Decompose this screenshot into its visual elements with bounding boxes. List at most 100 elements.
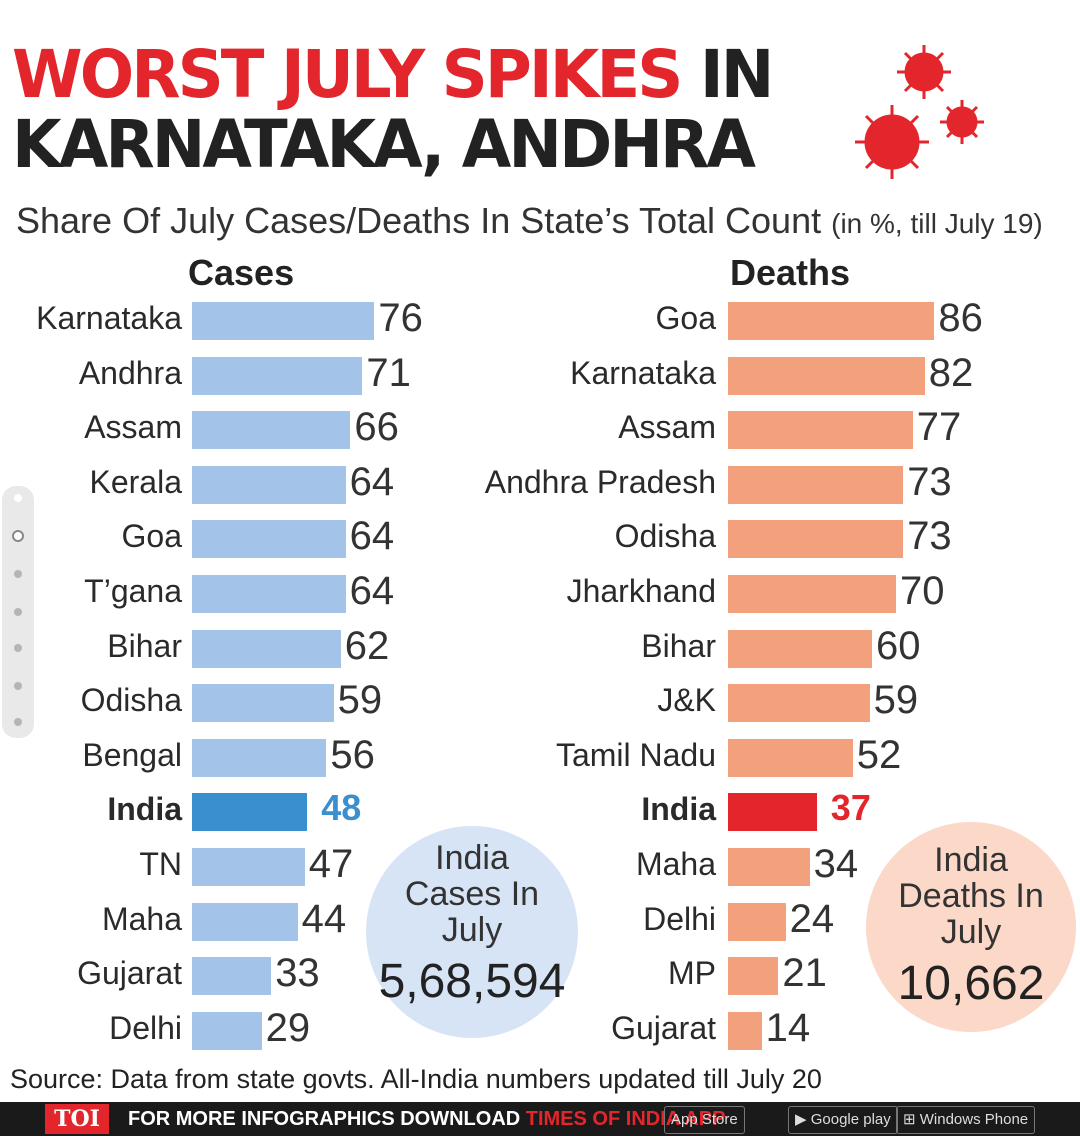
deaths-column-header: Deaths [730,252,851,293]
footer-bar [0,1102,1080,1136]
windows-phone-badge[interactable]: ⊞ Windows Phone [896,1106,1036,1134]
cases-value-label: 29 [265,1005,311,1050]
cases-category-label: Kerala [89,463,183,500]
cases-bar [192,302,375,340]
deaths-bar [728,738,853,777]
cases-category-label: Odisha [80,682,182,719]
cases-bar [192,902,298,941]
deaths-value-label: 70 [900,569,945,613]
cases-category-label: Andhra [78,354,182,391]
title-black-part: IN [680,36,775,113]
source-note: Source: Data from state govts. All-India… [10,1064,822,1094]
subtitle-main: Share Of July Cases/Deaths In State’s To… [16,200,822,241]
page-dot[interactable] [14,718,22,726]
deaths-bubble-line3: July [940,913,1002,951]
page-dot[interactable] [14,570,22,578]
google-play-label: Google play [810,1111,891,1128]
cases-bar [192,848,305,886]
deaths-bar [728,575,896,613]
cases-bar [192,738,327,777]
cases-bar [192,520,346,559]
cases-total-bubble: India Cases In July 5,68,594 [366,826,578,1038]
deaths-value-label: 59 [873,678,919,723]
deaths-value-label: 34 [813,842,859,886]
deaths-value-label: 73 [907,459,952,504]
deaths-bar [728,957,779,996]
cases-value-label: 56 [330,732,375,777]
page-dot[interactable] [14,644,22,652]
deaths-category-label: Assam [618,409,716,446]
deaths-value-label: 24 [789,896,835,941]
app-store-badge[interactable]: App Store [664,1106,745,1134]
google-play-badge[interactable]: ▶ Google play [788,1106,898,1134]
deaths-bubble-number: 10,662 [897,957,1045,1010]
cases-bubble-line1: India [435,839,509,877]
cases-bar [192,1011,262,1050]
deaths-category-label: J&K [657,682,716,719]
deaths-category-label: Delhi [643,900,716,937]
cases-bubble-line2: Cases In [404,875,540,913]
cases-category-label: Bengal [82,736,182,773]
cases-bar [192,793,308,832]
deaths-category-label: Andhra Pradesh [484,463,716,500]
deaths-bar [728,411,913,450]
toi-logo: TOI [45,1104,109,1134]
cases-bubble-line3: July [441,911,503,949]
cases-value-label: 47 [308,842,354,886]
deaths-bar [728,520,904,559]
deaths-bar [728,684,870,723]
cases-category-label: T’gana [84,573,182,609]
cases-category-label: Delhi [109,1009,182,1046]
deaths-category-label: Maha [635,846,716,882]
page-indicator[interactable] [2,486,34,738]
deaths-bar [728,902,786,941]
deaths-bar [728,356,925,395]
page-title-line1: WORST JULY SPIKES IN [12,40,774,110]
title-red-part: WORST JULY SPIKES [12,36,683,113]
footer-promo: FOR MORE INFOGRAPHICS DOWNLOAD TIMES OF … [128,1104,725,1134]
page-dot[interactable] [14,494,22,502]
cases-bar [192,684,334,723]
cases-value-label: 71 [366,350,411,395]
cases-bubble-number: 5,68,594 [378,955,566,1008]
chart-subtitle: Share Of July Cases/Deaths In State’s To… [16,200,1043,242]
cases-value-label: 59 [337,678,383,723]
cases-category-label: Maha [101,900,182,937]
cases-category-label: Goa [121,518,182,555]
cases-value-label: 64 [349,514,395,559]
cases-value-label: 44 [301,896,347,941]
promo-text: FOR MORE INFOGRAPHICS DOWNLOAD [128,1108,526,1130]
deaths-value-label: 21 [782,951,827,996]
cases-bar [192,465,346,504]
subtitle-units: (in %, till July 19) [831,208,1043,239]
virus-icon [855,45,984,179]
deaths-value-label: 52 [856,732,902,777]
deaths-bar [728,848,810,886]
deaths-value-label: 60 [876,623,921,668]
cases-category-label: India [107,791,182,828]
page-dot-active[interactable] [14,532,22,540]
cases-bar [192,957,272,996]
cases-category-label: Gujarat [77,955,182,992]
cases-bar [192,356,363,395]
page-dot[interactable] [14,682,22,690]
cases-value-label: 48 [321,787,362,829]
deaths-bar [728,629,872,668]
cases-value-label: 33 [275,951,320,996]
deaths-value-label: 14 [765,1005,811,1050]
deaths-total-bubble: India Deaths In July 10,662 [866,822,1076,1032]
deaths-bubble-line2: Deaths In [898,877,1044,915]
page-dot[interactable] [14,608,22,616]
cases-value-label: 66 [354,405,399,450]
play-icon: ▶ [795,1111,807,1128]
deaths-bubble-line1: India [934,841,1008,879]
deaths-value-label: 73 [907,514,952,559]
deaths-value-label: 77 [916,405,962,450]
page-title-line2: KARNATAKA, ANDHRA [12,106,756,183]
windows-phone-label: Windows Phone [919,1111,1029,1128]
deaths-category-label: Karnataka [570,354,716,391]
cases-category-label: Karnataka [36,300,182,336]
deaths-category-label: Odisha [614,518,716,555]
cases-bar [192,629,341,668]
deaths-category-label: Bihar [641,627,716,664]
